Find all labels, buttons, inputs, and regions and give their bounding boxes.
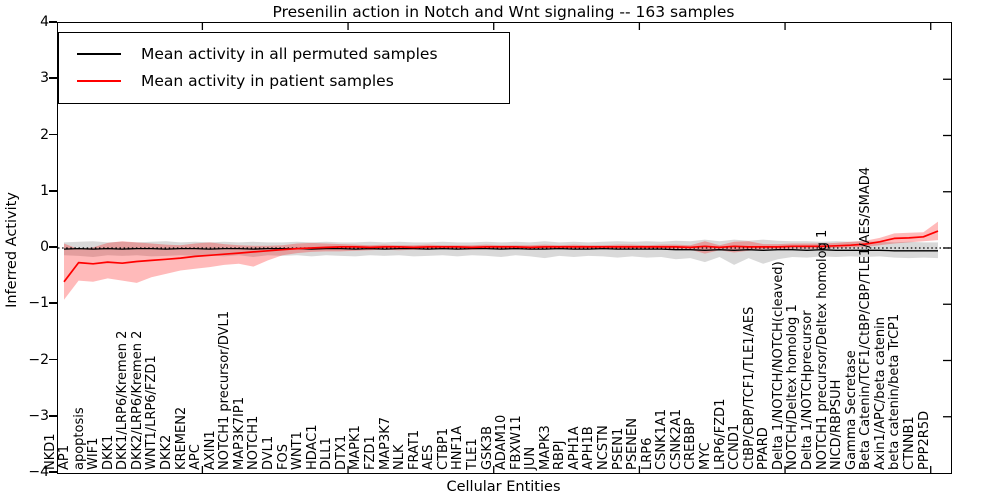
y-tick-label: 1 — [40, 182, 49, 199]
x-category-label: NOTCH1 precursor/Deltex homolog 1 — [814, 229, 830, 470]
legend-label: Mean activity in patient samples — [141, 71, 394, 90]
x-category-label: NOTCH1 precursor/DVL1 — [217, 310, 233, 470]
y-tick-label: 3 — [40, 70, 49, 87]
legend-line-sample — [77, 52, 121, 55]
x-category-label: APH1B — [581, 426, 597, 470]
y-tick-mark — [49, 133, 57, 136]
legend-entry: Mean activity in all permuted samples — [71, 40, 497, 67]
y-tick-mark — [49, 471, 57, 473]
x-category-label: Gamma Secretase — [843, 350, 859, 470]
legend: Mean activity in all permuted samples Mea… — [58, 32, 510, 104]
x-category-label: MYC — [698, 442, 713, 470]
x-category-label: NKD1 — [42, 433, 58, 470]
legend-label: Mean activity in all permuted samples — [141, 44, 438, 63]
x-category-label: LRP6/FZD1 — [712, 398, 728, 470]
x-category-label: HDAC1 — [304, 424, 320, 470]
y-tick-mark — [49, 21, 57, 23]
x-category-label: WIF1 — [86, 437, 102, 470]
x-category-label: Delta 1/NOTCHprecursor — [799, 310, 815, 470]
x-category-label: FRAT1 — [406, 429, 422, 470]
y-tick-mark — [49, 189, 57, 192]
x-category-label: DKK2/LRP6/Kremen 2 — [129, 330, 145, 470]
y-tick-label: 0 — [40, 239, 49, 255]
y-tick-label: −1 — [28, 295, 49, 312]
x-category-label: CTBP1 — [435, 427, 451, 470]
chart-title: Presenilin action in Notch and Wnt signa… — [272, 3, 735, 21]
x-category-label: FZD1 — [362, 435, 378, 470]
x-category-label: NLK — [392, 444, 408, 471]
x-category-label: AXIN1 — [202, 430, 218, 470]
x-category-label: AES — [421, 444, 437, 470]
x-category-label: FOS — [275, 444, 291, 470]
x-category-label: DKK2 — [159, 434, 175, 470]
patient-mean-line — [63, 230, 939, 283]
x-category-label: MAPK3 — [537, 425, 553, 470]
confidence-band — [64, 221, 938, 300]
y-tick-mark — [49, 358, 57, 361]
x-category-label: Axin1/APC/beta catenin — [872, 316, 888, 470]
y-tick-label: −2 — [28, 351, 49, 368]
x-category-label: CCND1 — [727, 423, 743, 470]
x-category-label: NOTCH1 — [246, 415, 262, 470]
x-category-label: DVL1 — [261, 435, 276, 470]
x-category-label: MAP3K7IP1 — [231, 397, 247, 470]
x-category-label: PPARD — [756, 427, 772, 470]
x-category-label: PSENEN — [625, 418, 641, 470]
x-category-label: apoptosis — [71, 407, 87, 470]
x-category-label: CtBP/CBP/TCF1/TLE1/AES — [741, 306, 757, 470]
y-tick-label: 2 — [40, 126, 49, 143]
x-axis-title: Cellular Entities — [446, 479, 561, 495]
plot-area — [57, 22, 952, 474]
x-category-label: ADAM10 — [494, 414, 510, 470]
x-category-label: GSK3B — [479, 425, 495, 470]
x-category-label: WNT1 — [290, 431, 306, 470]
x-category-label: DLL1 — [319, 437, 335, 470]
y-tick-mark — [49, 302, 57, 305]
y-tick-mark — [49, 246, 57, 248]
x-category-label: NOTCH/Deltex homolog 1 — [785, 304, 801, 470]
x-category-label: TLE1 — [464, 438, 480, 470]
legend-entry: Mean activity in patient samples — [71, 67, 497, 94]
x-category-label: JUN — [523, 446, 539, 470]
x-category-label: RBPJ — [552, 440, 568, 470]
x-category-label: LRP6 — [639, 437, 655, 470]
x-category-label: CSNK1A1 — [654, 408, 670, 470]
x-category-label: Delta 1/NOTCH/NOTCH(cleaved) — [770, 261, 786, 470]
x-category-label: FBXW11 — [508, 415, 524, 470]
x-category-label: MAPK1 — [348, 425, 364, 470]
y-tick-mark — [49, 414, 57, 417]
x-category-label: PPP2R5D — [916, 410, 932, 470]
y-tick-label: −4 — [28, 464, 49, 480]
x-category-label: beta catenin/beta TrCP1 — [887, 313, 903, 470]
x-category-label: AP1 — [57, 444, 73, 470]
x-category-label: KREMEN2 — [173, 406, 189, 470]
x-category-label: APC — [188, 444, 204, 470]
x-category-label: NCSTN — [596, 425, 612, 470]
x-category-label: DKK1/LRP6/Kremen 2 — [115, 330, 131, 470]
x-category-label: Beta Catenin/TCF1/CtBP/CBP/TLE1/AES/SMAD… — [858, 166, 874, 470]
x-category-label: CTNNB1 — [901, 416, 917, 470]
x-category-label: MAP3K7 — [377, 416, 393, 470]
x-category-label: PSEN1 — [610, 427, 626, 470]
x-category-label: CREBBP — [683, 418, 699, 470]
x-category-label: APH1A — [566, 426, 582, 470]
x-category-label: WNT1/LRP6/FZD1 — [144, 355, 160, 470]
x-category-label: CSNK2A1 — [668, 408, 684, 470]
y-tick-label: −3 — [28, 407, 49, 424]
y-tick-label: 4 — [40, 14, 49, 30]
permuted-mean-line — [63, 247, 938, 252]
plot-canvas — [58, 23, 951, 473]
legend-line-sample — [77, 79, 121, 82]
x-category-label: NICD/RBPSUH — [829, 379, 845, 470]
y-tick-mark — [49, 77, 57, 80]
x-category-label: DTX1 — [333, 434, 349, 470]
x-category-label: DKK1 — [100, 434, 116, 470]
confidence-band — [64, 239, 938, 265]
x-category-label: HNF1A — [450, 425, 466, 470]
